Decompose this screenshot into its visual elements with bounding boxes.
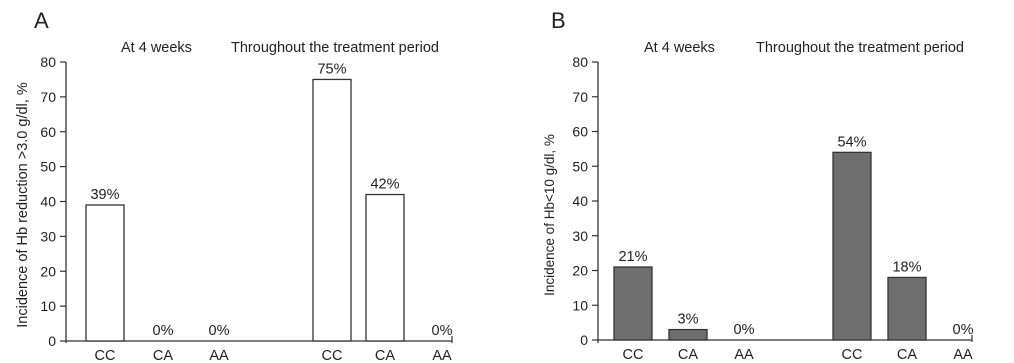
panel-b-bar bbox=[887, 276, 927, 341]
panel-a-bar bbox=[85, 204, 125, 342]
panel-b-y-tick-label: 0 bbox=[580, 332, 588, 348]
panel-b-heading-right: Throughout the treatment period bbox=[756, 40, 964, 56]
panel-a-y-tick-label: 60 bbox=[40, 124, 56, 140]
panel-b-y-tick-label: 80 bbox=[572, 54, 588, 70]
panel-a-y-axis-label: Incidence of Hb reduction >3.0 g/dl, % bbox=[15, 82, 31, 328]
panel-a-heading-right: Throughout the treatment period bbox=[231, 40, 439, 56]
panel-b-y-tick-label: 30 bbox=[572, 228, 588, 244]
panel-a-category-label: AA bbox=[432, 348, 452, 363]
panel-b-bar bbox=[613, 266, 653, 341]
panel-a-bar bbox=[312, 78, 352, 342]
panel-a-y-tick-label: 30 bbox=[40, 228, 56, 244]
panel-b-data-label: 0% bbox=[734, 322, 755, 338]
panel-b-y-tick-label: 20 bbox=[572, 263, 588, 279]
panel-a-data-label: 0% bbox=[153, 323, 174, 339]
panel-b-letter: B bbox=[551, 8, 566, 33]
panel-a-plot: 0 10 20 30 40 50 60 70 80 39% CC 0% CA 0% AA 75% CC 42% CA… bbox=[40, 54, 453, 363]
panel-b-plot: 0 10 20 30 40 50 60 70 80 21% CC 3% CA 0% AA 54% CC 18% CA… bbox=[572, 54, 973, 363]
panel-a-y-tick-label: 70 bbox=[40, 89, 56, 105]
panel-b-data-label: 54% bbox=[837, 134, 866, 150]
panel-b-y-tick-label: 70 bbox=[572, 89, 588, 105]
panel-b-category-label: CA bbox=[678, 347, 698, 363]
panel-b-data-label: 3% bbox=[678, 312, 699, 328]
panel-b-data-label: 0% bbox=[953, 322, 974, 338]
panel-a: A At 4 weeks Throughout the treatment pe… bbox=[15, 8, 453, 363]
panel-a-y-tick-label: 0 bbox=[48, 333, 56, 349]
panel-a-category-label: AA bbox=[209, 348, 229, 363]
panel-a-data-label: 39% bbox=[90, 187, 119, 203]
panel-b-y-tick-label: 10 bbox=[572, 297, 588, 313]
panel-a-data-label: 0% bbox=[432, 323, 453, 339]
panel-b-bar bbox=[668, 328, 708, 341]
panel-a-data-label: 75% bbox=[317, 61, 346, 77]
panel-a-category-label: CC bbox=[95, 348, 116, 363]
panel-b: B At 4 weeks Throughout the treatment pe… bbox=[542, 8, 974, 363]
panel-b-category-label: AA bbox=[953, 347, 973, 363]
panel-a-category-label: CA bbox=[153, 348, 173, 363]
panel-a-y-tick-label: 50 bbox=[40, 159, 56, 175]
panel-b-bar bbox=[832, 151, 872, 341]
panel-b-data-label: 21% bbox=[618, 249, 647, 265]
panel-b-y-tick-label: 60 bbox=[572, 124, 588, 140]
panel-a-category-label: CC bbox=[322, 348, 343, 363]
panel-b-category-label: CA bbox=[897, 347, 917, 363]
panel-b-category-label: CC bbox=[842, 347, 863, 363]
panel-b-heading-left: At 4 weeks bbox=[644, 40, 715, 56]
panel-b-y-axis-label: Incidence of Hb<10 g/dl, % bbox=[542, 134, 557, 296]
panel-b-category-label: AA bbox=[734, 347, 754, 363]
panel-a-data-label: 42% bbox=[370, 177, 399, 193]
panel-b-data-label: 18% bbox=[892, 259, 921, 275]
panel-b-y-tick-label: 40 bbox=[572, 193, 588, 209]
panel-b-y-tick-label: 50 bbox=[572, 158, 588, 174]
panel-a-heading-left: At 4 weeks bbox=[121, 40, 192, 56]
panel-a-y-tick-label: 40 bbox=[40, 194, 56, 210]
panel-b-category-label: CC bbox=[623, 347, 644, 363]
panel-a-y-tick-label: 80 bbox=[40, 54, 56, 70]
panel-a-category-label: CA bbox=[375, 348, 395, 363]
panel-a-bar bbox=[365, 193, 405, 342]
panel-a-y-tick-label: 20 bbox=[40, 263, 56, 279]
panel-a-data-label: 0% bbox=[209, 323, 230, 339]
panel-a-y-tick-label: 10 bbox=[40, 298, 56, 314]
panel-a-letter: A bbox=[34, 8, 49, 33]
